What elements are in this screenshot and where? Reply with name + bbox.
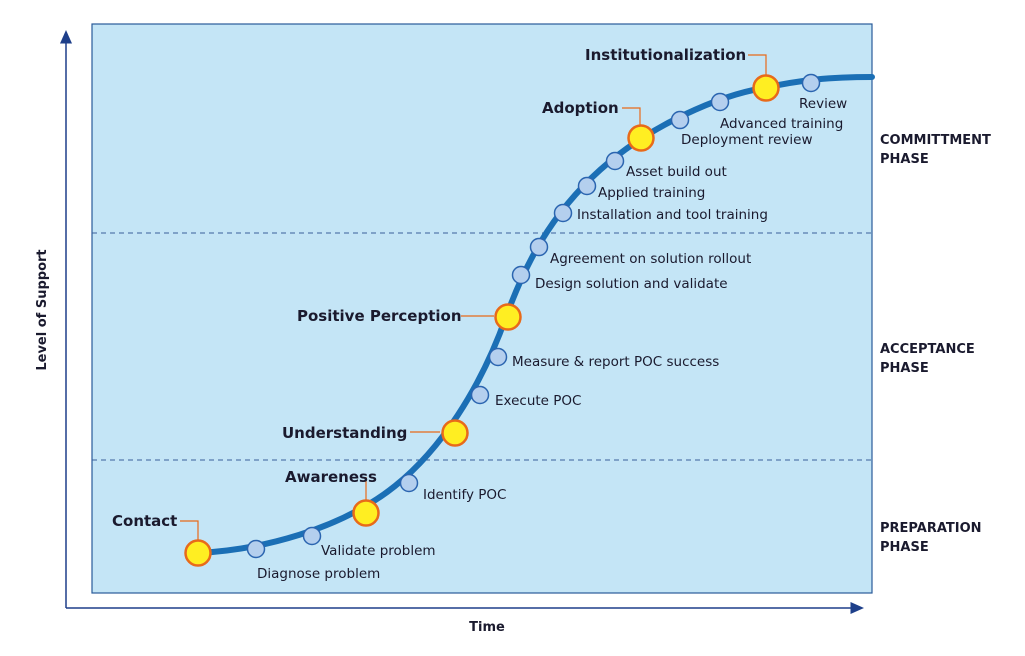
milestone-label-contact: Contact <box>112 512 177 530</box>
step-label-asset-build: Asset build out <box>626 164 727 180</box>
x-axis-label: Time <box>469 620 505 635</box>
step-marker-installation <box>553 203 573 223</box>
milestone-leaders <box>180 54 767 542</box>
step-label-review: Review <box>799 96 847 112</box>
milestone-label-awareness: Awareness <box>285 468 377 486</box>
step-marker-measure-report <box>488 347 508 367</box>
step-label-measure-report: Measure & report POC success <box>512 354 719 370</box>
step-marker-review <box>801 73 821 93</box>
step-label-installation: Installation and tool training <box>577 207 768 223</box>
step-marker-identify-poc <box>399 473 419 493</box>
milestone-markers <box>184 74 780 567</box>
phase-acceptance-line2: PHASE <box>880 361 929 376</box>
chart-panel <box>91 23 873 594</box>
step-marker-design-solution <box>511 265 531 285</box>
step-label-advanced-training: Advanced training <box>720 116 843 132</box>
milestone-marker-adoption <box>627 124 655 152</box>
step-marker-advanced-training <box>710 92 730 112</box>
phase-preparation-line1: PREPARATION <box>880 521 982 536</box>
step-marker-deployment-review <box>670 110 690 130</box>
step-label-agreement: Agreement on solution rollout <box>550 251 751 267</box>
milestone-label-understanding: Understanding <box>282 424 407 442</box>
step-marker-validate <box>302 526 322 546</box>
milestone-marker-institutionalization <box>752 74 780 102</box>
milestone-marker-contact <box>184 539 212 567</box>
milestone-label-adoption: Adoption <box>542 99 619 117</box>
milestone-label-institutionalization: Institutionalization <box>585 46 746 64</box>
y-axis-label: Level of Support <box>35 249 50 370</box>
step-label-diagnose: Diagnose problem <box>257 566 380 582</box>
step-markers <box>246 73 821 559</box>
step-label-execute-poc: Execute POC <box>495 393 581 409</box>
step-label-deployment-review: Deployment review <box>681 132 813 148</box>
phase-commitment-line1: COMMITTMENT <box>880 133 991 148</box>
phase-commitment-line2: PHASE <box>880 152 929 167</box>
phase-preparation-line2: PHASE <box>880 540 929 555</box>
step-marker-applied-training <box>577 176 597 196</box>
step-label-applied-training: Applied training <box>598 185 705 201</box>
step-marker-diagnose <box>246 539 266 559</box>
milestone-marker-positive-perception <box>494 303 522 331</box>
milestone-marker-awareness <box>352 499 380 527</box>
step-label-design-solution: Design solution and validate <box>535 276 728 292</box>
step-marker-agreement <box>529 237 549 257</box>
phase-acceptance-line1: ACCEPTANCE <box>880 342 975 357</box>
step-label-validate: Validate problem <box>321 543 436 559</box>
milestone-label-positive-perception: Positive Perception <box>297 307 462 325</box>
step-marker-execute-poc <box>470 385 490 405</box>
milestone-marker-understanding <box>441 419 469 447</box>
step-marker-asset-build <box>605 151 625 171</box>
step-label-identify-poc: Identify POC <box>423 487 506 503</box>
